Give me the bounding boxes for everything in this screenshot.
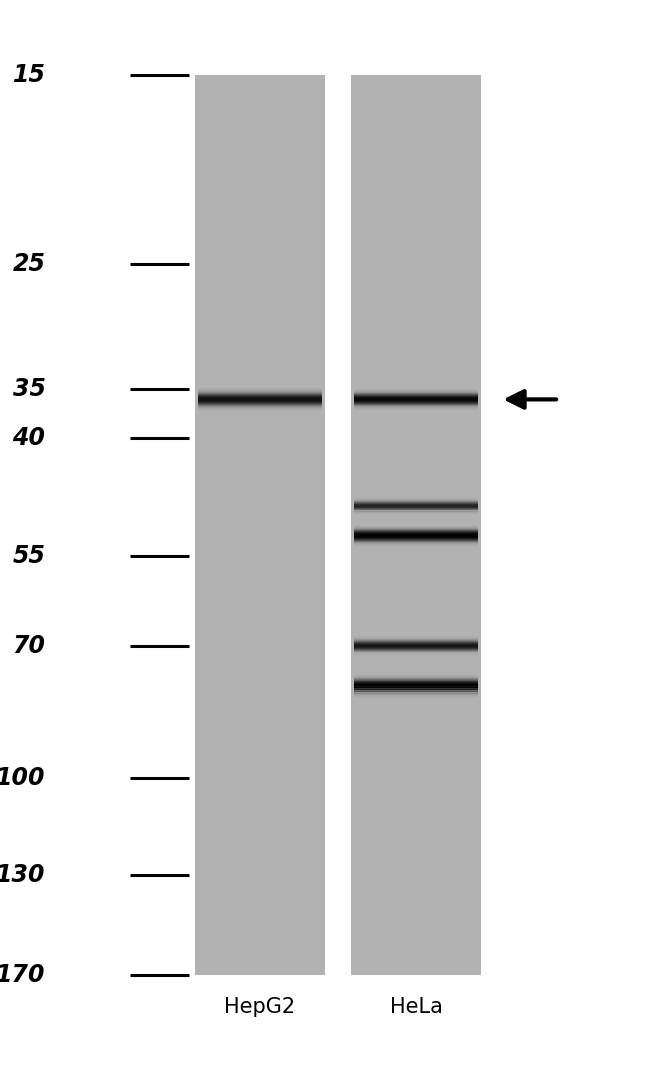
Text: 130: 130 [0, 863, 46, 887]
Text: 35: 35 [12, 377, 46, 401]
Text: 170: 170 [0, 963, 46, 986]
Text: 40: 40 [12, 426, 46, 451]
Text: 55: 55 [12, 544, 46, 569]
Text: 100: 100 [0, 766, 46, 790]
Text: 25: 25 [12, 253, 46, 276]
Text: HeLa: HeLa [389, 997, 443, 1016]
Bar [195, 75, 325, 975]
Text: 15: 15 [12, 63, 46, 87]
Text: HepG2: HepG2 [224, 997, 296, 1016]
Bar [351, 75, 481, 975]
Text: 70: 70 [12, 634, 46, 658]
